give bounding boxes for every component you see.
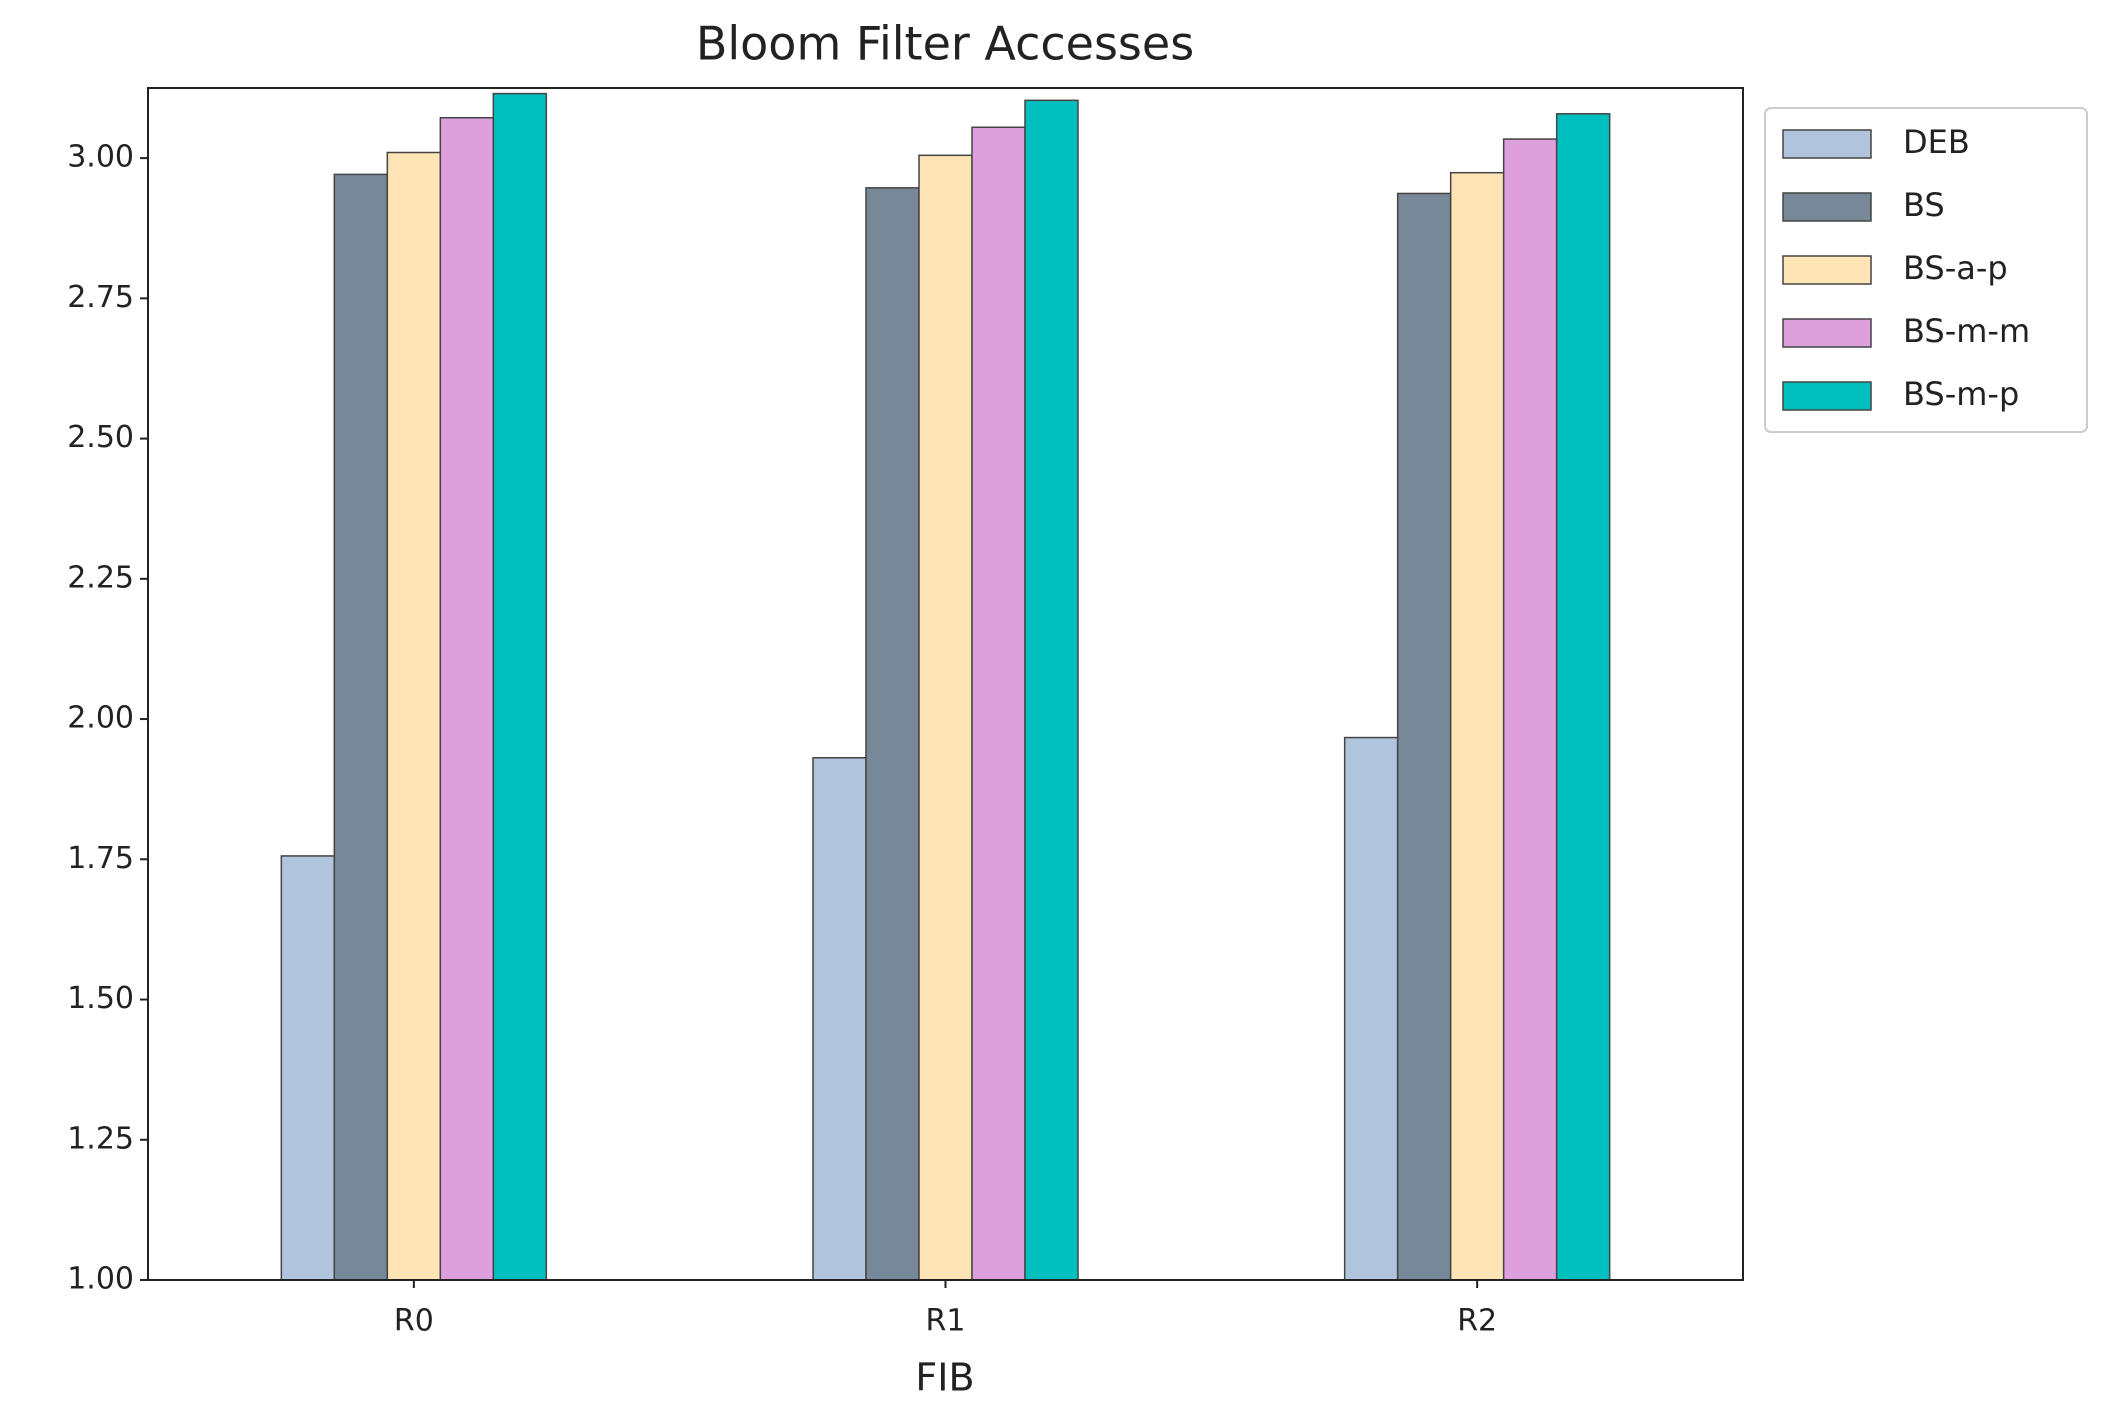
y-tick-label: 3.00 bbox=[67, 140, 134, 175]
bar bbox=[812, 757, 867, 1281]
x-tick-label: R2 bbox=[1457, 1304, 1497, 1339]
legend-swatch bbox=[1782, 192, 1872, 222]
x-tick-label: R0 bbox=[394, 1304, 434, 1339]
y-tick-label: 1.00 bbox=[67, 1262, 134, 1297]
x-axis-label: FIB bbox=[915, 1356, 974, 1400]
y-tick-label: 1.25 bbox=[67, 1121, 134, 1156]
y-tick-label: 2.25 bbox=[67, 560, 134, 595]
bar bbox=[386, 151, 442, 1281]
legend-label: BS bbox=[1903, 186, 1945, 224]
legend-swatch bbox=[1782, 318, 1872, 348]
bar bbox=[1396, 192, 1452, 1281]
bar bbox=[971, 126, 1026, 1281]
bar bbox=[1449, 171, 1505, 1281]
bar bbox=[1343, 736, 1399, 1281]
plot-frame bbox=[147, 87, 1744, 1281]
legend-label: BS-a-p bbox=[1903, 249, 2008, 287]
y-tick-label: 2.00 bbox=[67, 701, 134, 736]
legend-label: BS-m-m bbox=[1903, 312, 2030, 350]
bar bbox=[280, 855, 336, 1281]
bar bbox=[865, 187, 920, 1281]
y-tick-label: 2.75 bbox=[67, 280, 134, 315]
legend-swatch bbox=[1782, 255, 1872, 285]
y-tick-label: 1.75 bbox=[67, 841, 134, 876]
chart-title: Bloom Filter Accesses bbox=[696, 17, 1194, 71]
legend-label: BS-m-p bbox=[1903, 375, 2019, 413]
bar bbox=[492, 92, 548, 1281]
legend-swatch bbox=[1782, 381, 1872, 411]
bar bbox=[1555, 113, 1611, 1281]
x-tick-label: R1 bbox=[926, 1304, 966, 1339]
legend-label: DEB bbox=[1903, 123, 1970, 161]
y-tick-label: 1.50 bbox=[67, 981, 134, 1016]
legend-swatch bbox=[1782, 129, 1872, 159]
bar bbox=[1502, 138, 1558, 1281]
bar bbox=[439, 116, 495, 1281]
bar bbox=[1024, 99, 1079, 1281]
bar bbox=[918, 154, 973, 1281]
bar bbox=[333, 173, 389, 1281]
y-tick-label: 2.50 bbox=[67, 420, 134, 455]
legend-box bbox=[1764, 107, 2088, 433]
